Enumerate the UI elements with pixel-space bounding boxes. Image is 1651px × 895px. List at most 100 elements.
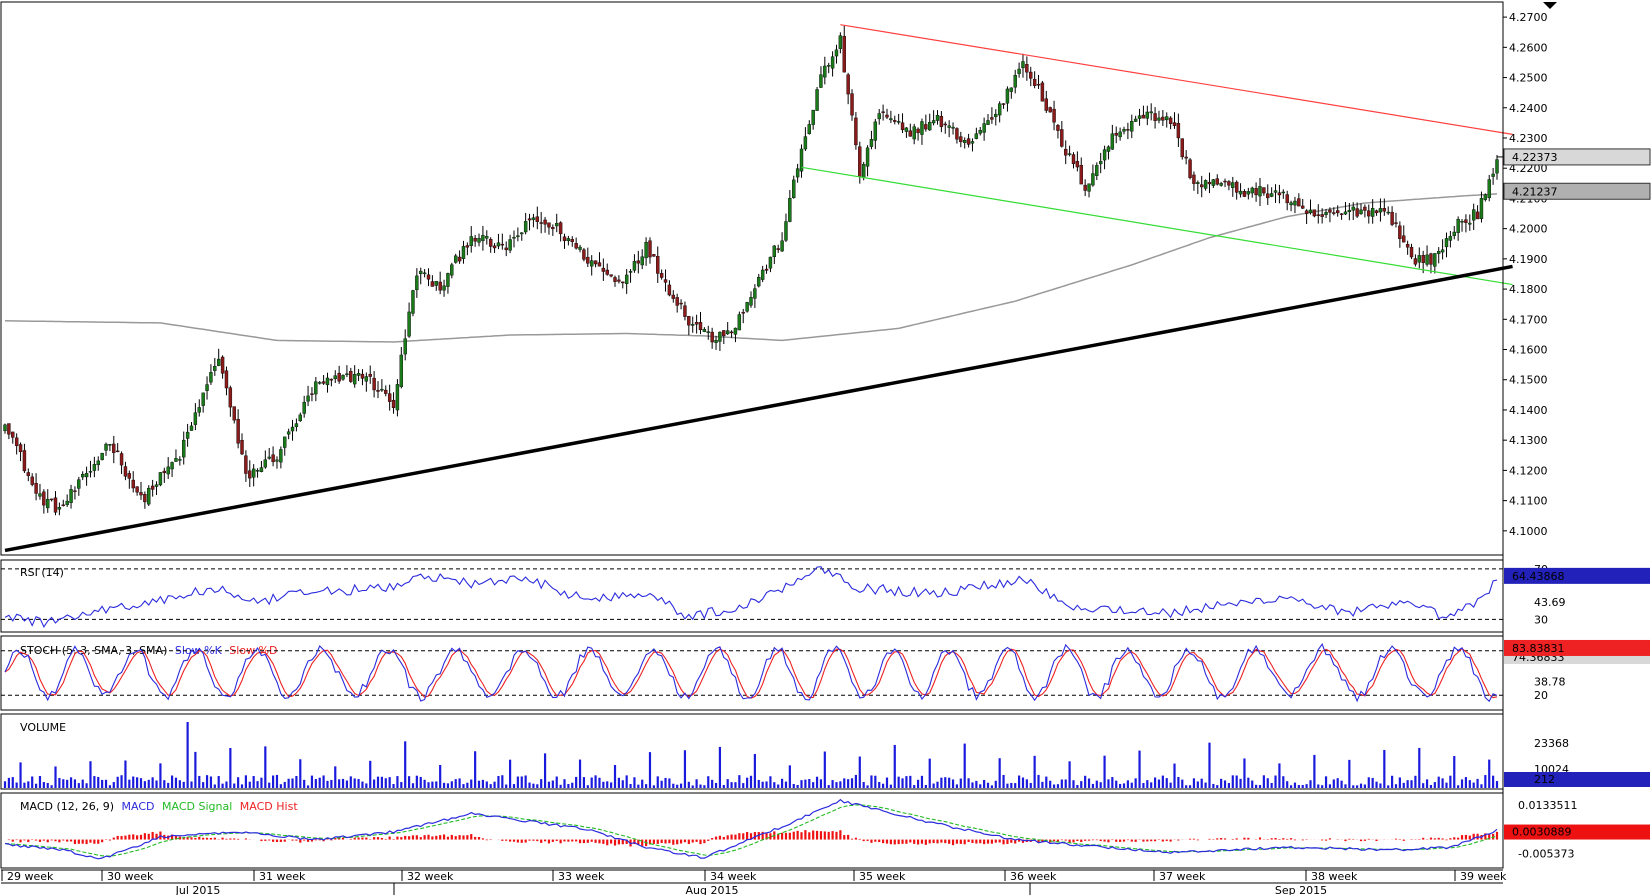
candle <box>92 456 97 478</box>
candle <box>675 293 679 313</box>
bear-candle-body <box>1285 194 1289 204</box>
candle <box>865 145 870 177</box>
candle <box>819 66 823 88</box>
candle <box>34 473 38 501</box>
bull-candle-body <box>1293 200 1297 206</box>
bear-candle-body <box>924 124 928 130</box>
candle <box>815 86 819 111</box>
candle <box>248 460 252 488</box>
bear-candle-body <box>1402 235 1406 243</box>
bull-candle-body <box>745 302 749 312</box>
candle <box>1495 155 1499 180</box>
bull-candle-body <box>947 125 951 128</box>
candle <box>349 367 353 383</box>
bear-candle-body <box>1429 253 1433 265</box>
candle <box>185 423 190 447</box>
candle <box>551 224 555 236</box>
bear-candle-body <box>1316 214 1320 216</box>
bear-candle-body <box>1234 181 1239 193</box>
bull-candle-body <box>644 242 648 259</box>
bear-candle-body <box>384 389 388 394</box>
bull-candle-body <box>100 452 104 460</box>
bear-candle-body <box>139 492 143 496</box>
candle <box>174 449 178 462</box>
bull-candle-body <box>1238 190 1243 195</box>
bear-candle-body <box>1207 181 1212 185</box>
bear-candle-body <box>679 302 683 305</box>
price-ytick-label: 4.1000 <box>1509 525 1548 538</box>
candle <box>834 44 839 64</box>
candle <box>772 245 777 265</box>
bull-candle-body <box>784 221 788 241</box>
bear-candle-body <box>119 453 124 466</box>
bull-candle-body <box>982 123 986 133</box>
candle <box>776 244 780 253</box>
bear-candle-body <box>473 237 477 242</box>
bull-candle-body <box>520 232 524 235</box>
candle <box>1001 103 1006 109</box>
candle <box>1332 207 1336 216</box>
bear-candle-body <box>127 473 132 479</box>
candle <box>1021 53 1025 78</box>
candle <box>325 372 330 393</box>
candle <box>632 254 637 273</box>
candle <box>384 385 388 397</box>
candle <box>624 269 629 294</box>
bull-candle-body <box>1087 183 1091 192</box>
candle <box>1079 157 1083 185</box>
candle <box>380 379 384 392</box>
candle <box>745 301 749 313</box>
candle <box>46 489 50 513</box>
candle <box>722 330 726 345</box>
candle <box>1312 209 1317 218</box>
bull-candle-body <box>877 113 881 120</box>
candle <box>407 302 411 338</box>
candle <box>547 222 551 235</box>
bull-candle-body <box>193 412 198 425</box>
candle <box>562 233 567 249</box>
bull-candle-body <box>865 147 870 167</box>
candle <box>842 25 846 73</box>
candle <box>702 327 707 333</box>
bear-candle-body <box>112 443 116 453</box>
week-label: 35 week <box>859 870 906 883</box>
bear-candle-body <box>1114 132 1118 136</box>
candle <box>1110 124 1115 150</box>
candle <box>1285 190 1289 211</box>
candle <box>279 446 283 469</box>
bear-candle-body <box>539 222 543 224</box>
bull-candle-body <box>356 373 361 376</box>
candle <box>30 473 34 487</box>
bear-candle-body <box>368 373 372 377</box>
candle <box>659 269 664 280</box>
bear-candle-body <box>1126 129 1130 131</box>
bull-candle-body <box>450 264 454 276</box>
candle <box>143 491 147 509</box>
bear-candle-body <box>135 486 139 493</box>
bull-candle-body <box>46 498 50 509</box>
bear-candle-body <box>683 305 687 317</box>
candle <box>757 273 761 288</box>
bull-candle-body <box>1471 209 1476 221</box>
macd-title-main: MACD (12, 26, 9) <box>20 800 114 813</box>
candle <box>108 443 112 452</box>
candle <box>1067 145 1072 157</box>
bull-candle-body <box>267 456 271 459</box>
candle <box>823 56 827 85</box>
bear-candle-body <box>764 268 769 271</box>
candle <box>900 113 905 134</box>
candle <box>1095 162 1099 181</box>
bear-candle-body <box>1040 82 1045 102</box>
bull-candle-body <box>1196 182 1200 184</box>
price-ytick-label: 4.2700 <box>1509 11 1548 24</box>
candle <box>749 291 753 308</box>
candle <box>372 371 376 398</box>
candle <box>795 163 800 183</box>
candle <box>760 265 765 283</box>
bear-candle-body <box>582 249 586 260</box>
candle <box>609 274 613 278</box>
bear-candle-body <box>34 483 38 494</box>
candle <box>1207 172 1212 194</box>
candle <box>896 113 901 125</box>
bear-candle-body <box>329 378 334 381</box>
